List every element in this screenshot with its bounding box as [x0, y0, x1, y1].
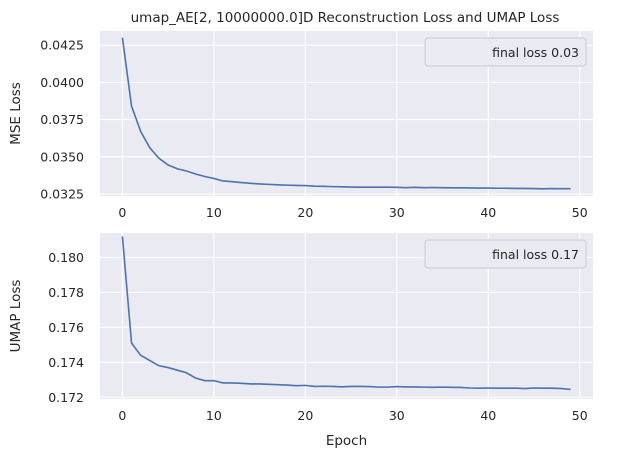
umap-x-tick-label: 40: [480, 408, 496, 423]
umap-legend-box: [424, 239, 587, 269]
mse-y-tick-label: 0.0325: [40, 187, 84, 202]
umap-y-tick-label: 0.178: [48, 285, 84, 300]
umap-loss-line: [121, 236, 571, 391]
umap-y-tick-label: 0.172: [48, 390, 84, 405]
chart-title: umap_AE[2, 10000000.0]D Reconstruction L…: [131, 10, 560, 26]
mse-x-ticks: 0 10 20 30 40 50: [118, 205, 587, 220]
umap-y-ticks: 0.172 0.174 0.176 0.178 0.180: [48, 250, 84, 405]
mse-y-tick-label: 0.0400: [40, 75, 84, 90]
mse-y-ticks: 0.0325 0.0350 0.0375 0.0400 0.0425: [40, 38, 84, 202]
mse-legend-label: final loss 0.03: [492, 45, 579, 60]
umap-y-axis-label: UMAP Loss: [8, 280, 24, 353]
umap-y-tick-label: 0.180: [48, 250, 84, 265]
mse-x-tick-label: 0: [118, 205, 126, 220]
umap-y-tick-label: 0.174: [48, 355, 84, 370]
mse-y-tick-label: 0.0375: [40, 112, 84, 127]
x-axis-label: Epoch: [326, 433, 367, 449]
mse-legend: final loss 0.03: [424, 37, 587, 67]
umap-legend: final loss 0.17: [424, 239, 587, 269]
umap-x-tick-label: 10: [206, 408, 222, 423]
mse-y-tick-label: 0.0350: [40, 149, 84, 164]
umap-x-ticks: 0 10 20 30 40 50: [118, 408, 587, 423]
umap-x-tick-label: 20: [297, 408, 313, 423]
umap-y-tick-label: 0.176: [48, 320, 84, 335]
mse-loss-line: [121, 37, 571, 190]
umap-x-tick-label: 50: [572, 408, 588, 423]
umap-x-tick-label: 30: [389, 408, 405, 423]
umap-loss-panel: 0 10 20 30 40 50 0.172 0.174 0.176 0.178 0.180 UM…: [8, 233, 593, 449]
mse-loss-panel: 0 10 20 30 40 50 0.0325 0.0350 0.0375 0.0400 0.04…: [8, 31, 593, 220]
mse-y-axis-label: MSE Loss: [8, 82, 24, 145]
umap-legend-label: final loss 0.17: [492, 247, 579, 262]
umap-x-tick-label: 0: [118, 408, 126, 423]
mse-legend-box: [424, 37, 587, 67]
mse-x-tick-label: 10: [206, 205, 222, 220]
mse-x-tick-label: 20: [297, 205, 313, 220]
mse-x-tick-label: 40: [480, 205, 496, 220]
mse-y-tick-label: 0.0425: [40, 38, 84, 53]
mse-x-tick-label: 30: [389, 205, 405, 220]
mse-x-tick-label: 50: [572, 205, 588, 220]
